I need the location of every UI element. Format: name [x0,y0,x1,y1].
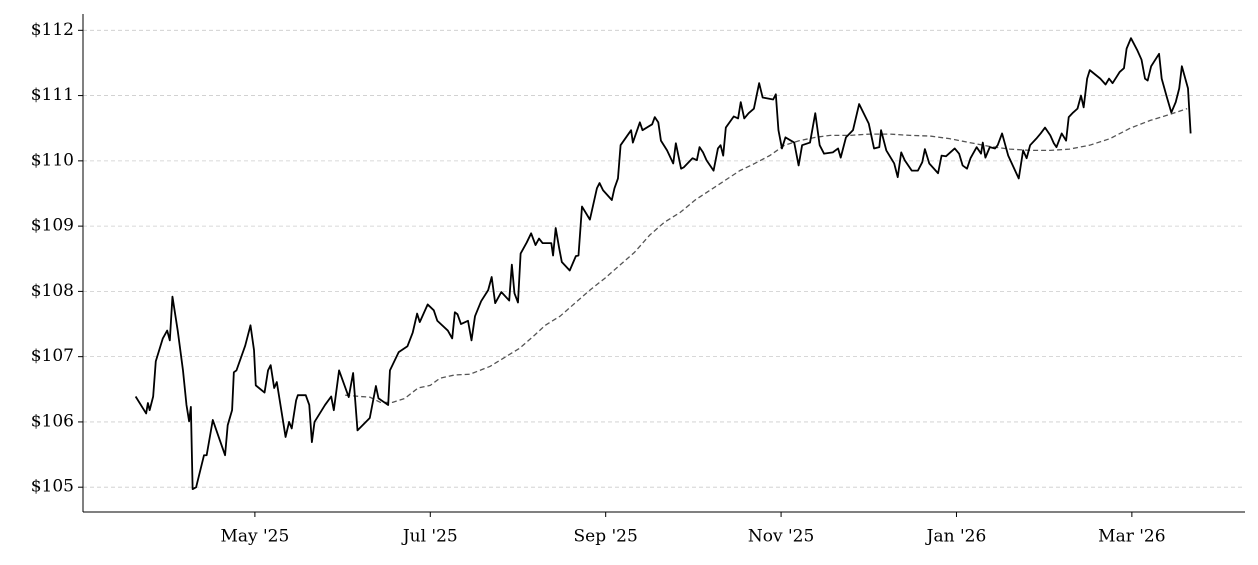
y-tick-label: $112 [31,20,74,40]
x-tick-label: May '25 [220,527,289,547]
y-tick-label: $108 [31,281,74,301]
y-tick-label: $111 [31,85,74,105]
price-line [134,37,1192,491]
y-tick-label: $106 [31,411,74,431]
x-tick-label: Nov '25 [748,527,814,547]
x-tick-label: Jul '25 [401,527,458,547]
y-tick-label: $107 [31,346,74,366]
y-tick-label: $110 [31,150,74,170]
x-tick-label: Jan '26 [925,527,987,547]
y-tick-label: $109 [31,216,74,236]
price-line [345,108,1188,403]
x-tick-label: Sep '25 [574,527,638,547]
x-tick-label: Mar '26 [1098,527,1165,547]
y-tick-label: $105 [31,477,74,497]
